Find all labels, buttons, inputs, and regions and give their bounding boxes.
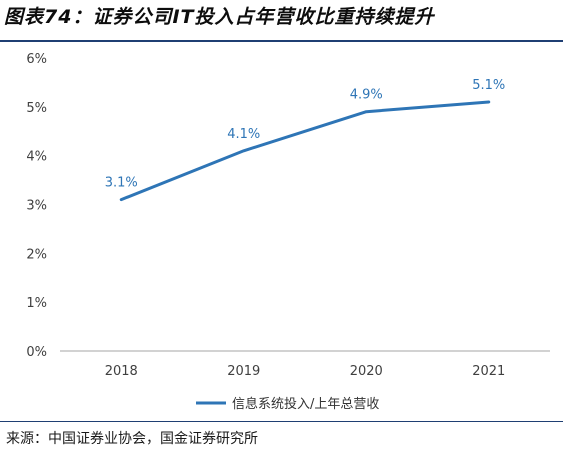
data-label: 5.1% (472, 78, 505, 93)
y-tick-label: 1% (26, 296, 47, 311)
chart-title: 图表74：证券公司IT投入占年营收比重持续提升 (4, 6, 435, 28)
data-label: 4.1% (227, 127, 260, 142)
y-tick-label: 4% (26, 150, 47, 165)
y-tick-label: 3% (26, 199, 47, 214)
y-tick-label: 2% (26, 247, 47, 262)
x-tick-label: 2020 (350, 364, 383, 379)
x-tick-label: 2021 (472, 364, 505, 379)
y-tick-label: 5% (26, 101, 47, 116)
source-rule (0, 421, 563, 422)
title-rule (0, 40, 563, 42)
series-line (119, 100, 491, 202)
x-tick-label: 2018 (105, 364, 138, 379)
y-tick-label: 0% (26, 345, 47, 360)
y-tick-label: 6% (26, 52, 47, 67)
x-tick-label: 2019 (227, 364, 260, 379)
source-note: 来源：中国证券业协会，国金证券研究所 (6, 431, 258, 447)
data-label: 3.1% (105, 176, 138, 191)
legend-label: 信息系统投入/上年总营收 (232, 396, 379, 412)
data-label: 4.9% (350, 88, 383, 103)
line-chart: 0% 1% 2% 3% 4% 5% 6% 2018 2019 2020 2021 3.1% 4.1% 4.… (26, 52, 550, 412)
